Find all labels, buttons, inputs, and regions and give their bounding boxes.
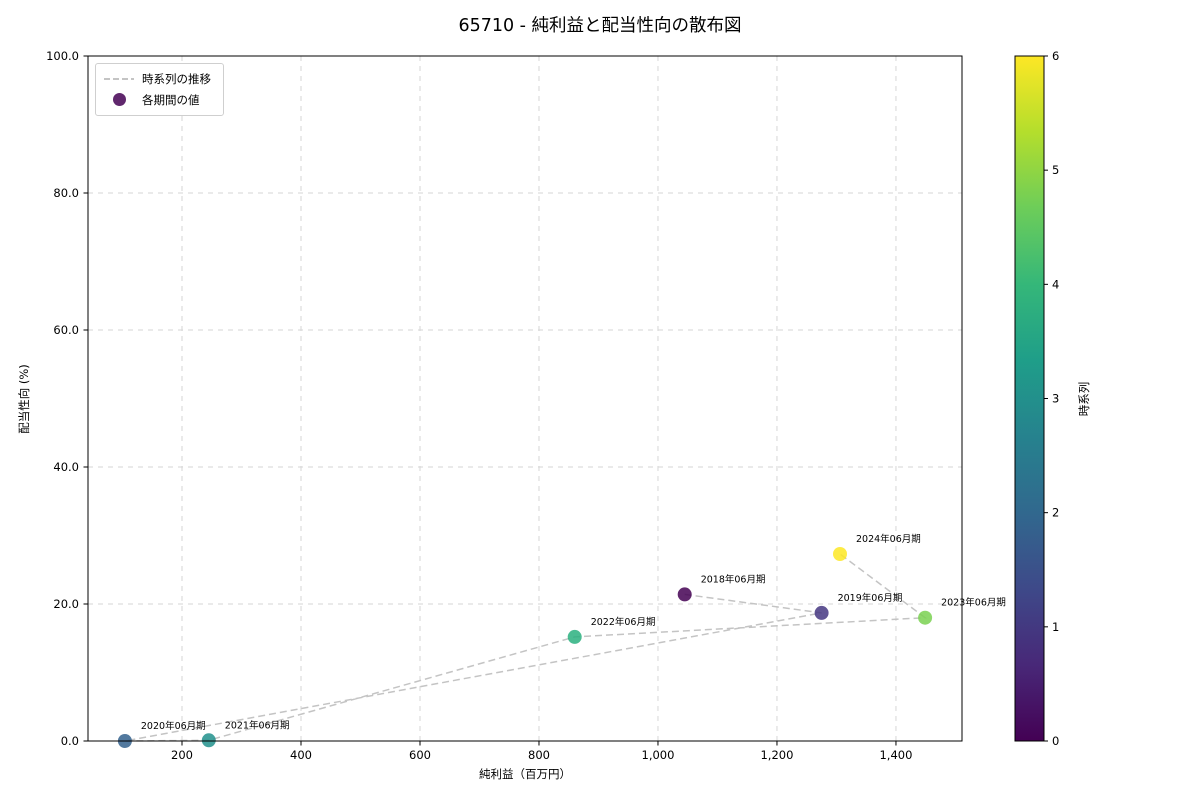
time-series-line	[124, 553, 928, 742]
x-tick-label: 1,000	[642, 748, 675, 762]
colorbar-tick-label: 3	[1052, 392, 1059, 406]
colorbar-tick-label: 1	[1052, 620, 1059, 634]
y-tick-label: 100.0	[46, 49, 79, 63]
point-annotation: 2020年06月期	[141, 720, 206, 732]
legend-item-timeseries-line: 時系列の推移	[104, 70, 211, 87]
data-point	[677, 587, 692, 602]
colorbar-tick-label: 2	[1052, 506, 1059, 520]
legend-dashed-line-icon	[104, 76, 134, 82]
y-tick-label: 80.0	[53, 186, 79, 200]
x-tick-label: 800	[528, 748, 550, 762]
legend-dot-icon	[112, 93, 126, 106]
y-axis-label: 配当性向 (%)	[17, 364, 31, 434]
data-point	[918, 610, 933, 625]
point-annotation: 2018年06月期	[701, 573, 766, 585]
y-tick-label: 60.0	[53, 323, 79, 337]
data-point	[567, 629, 582, 644]
legend-marker-icon	[104, 93, 134, 106]
y-tick-label: 20.0	[53, 597, 79, 611]
legend-item-label: 時系列の推移	[142, 71, 211, 86]
data-point	[201, 733, 216, 748]
legend-item-period-marker: 各期間の値	[104, 91, 211, 108]
x-tick-label: 600	[409, 748, 431, 762]
legend-item-label: 各期間の値	[142, 92, 200, 107]
legend: 時系列の推移 各期間の値	[95, 63, 224, 116]
colorbar-tick-label: 6	[1052, 49, 1059, 63]
colorbar-tick-label: 5	[1052, 163, 1059, 177]
x-tick-label: 1,400	[879, 748, 912, 762]
point-annotation: 2019年06月期	[838, 592, 903, 604]
point-annotation: 2024年06月期	[856, 533, 921, 545]
x-tick-label: 200	[171, 748, 193, 762]
point-annotation: 2021年06月期	[225, 719, 290, 731]
chart-title: 65710 - 純利益と配当性向の散布図	[458, 16, 742, 36]
colorbar	[1014, 55, 1045, 742]
colorbar-tick-label: 4	[1052, 277, 1059, 291]
x-tick-label: 1,200	[760, 748, 793, 762]
plot-border	[87, 55, 963, 742]
y-tick-label: 0.0	[61, 734, 79, 748]
legend-dashed-line-svg	[104, 77, 134, 80]
y-tick-label: 40.0	[53, 460, 79, 474]
x-tick-label: 400	[290, 748, 312, 762]
data-point	[833, 547, 847, 561]
x-axis-label: 純利益（百万円）	[479, 767, 571, 781]
point-annotation: 2022年06月期	[591, 616, 656, 628]
colorbar-tick-label: 0	[1052, 734, 1059, 748]
data-point	[814, 605, 829, 620]
colorbar-label: 時系列	[1077, 381, 1091, 417]
point-annotation: 2023年06月期	[941, 597, 1006, 609]
